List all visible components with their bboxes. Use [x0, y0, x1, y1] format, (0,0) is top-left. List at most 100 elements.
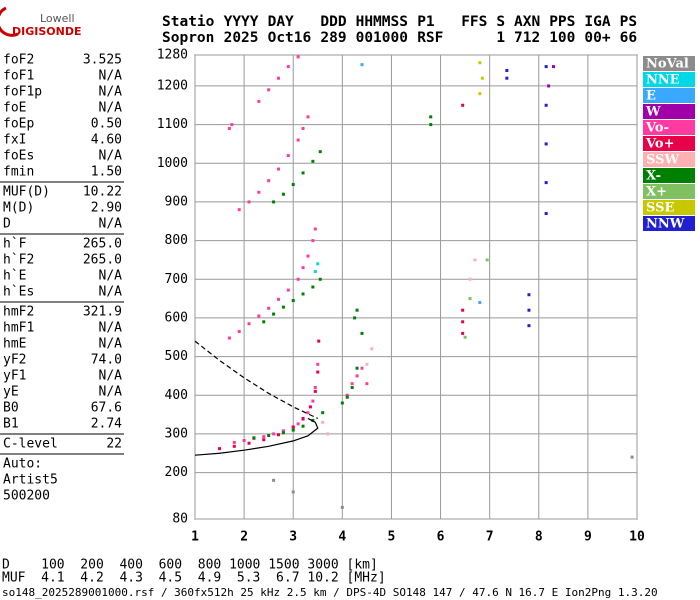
param-name: B0 — [3, 401, 19, 416]
echo-point — [257, 314, 261, 318]
param-value: N/A — [99, 69, 123, 84]
echo-point — [317, 339, 321, 343]
echo-point — [237, 208, 241, 212]
legend-swatch — [643, 72, 695, 87]
echo-point — [306, 411, 310, 415]
echo-point — [306, 115, 310, 119]
muf-cell: 200 — [80, 558, 103, 573]
header-cell: DDD — [320, 14, 346, 30]
echo-point — [301, 424, 305, 428]
legend-label: Vo+ — [645, 137, 674, 152]
y-tick-label: 1000 — [157, 156, 188, 171]
header-cell: S — [496, 14, 505, 30]
echo-point — [321, 420, 325, 424]
param-value: N/A — [99, 149, 123, 164]
header-cell: Oct16 — [268, 30, 312, 46]
echo-point — [468, 297, 472, 301]
param-name: yF1 — [3, 369, 26, 384]
echo-point — [272, 312, 276, 316]
header-cell: Sopron — [162, 30, 214, 46]
muf-cell: 600 — [159, 558, 182, 573]
param-name: foF1p — [3, 85, 42, 100]
echo-point — [262, 435, 266, 439]
param-value: N/A — [99, 101, 123, 116]
param-name: foEs — [3, 149, 34, 164]
x-tick-label: 2 — [240, 530, 248, 545]
param-name: hmF1 — [3, 321, 34, 336]
echo-point — [257, 190, 261, 194]
x-tick-label: 6 — [437, 530, 445, 545]
echo-point — [552, 65, 556, 69]
header-cell: 2025 — [224, 30, 259, 46]
param-value: N/A — [99, 85, 123, 100]
echo-point — [350, 386, 354, 390]
header-cell: 66 — [620, 30, 637, 46]
param-value: N/A — [99, 269, 123, 284]
header-cell: P1 — [417, 14, 435, 30]
param-value: 265.0 — [83, 237, 122, 252]
param-name: fmin — [3, 165, 34, 180]
muf-cell: 4.2 — [80, 571, 103, 586]
muf-cell: 4.1 — [41, 571, 64, 586]
echo-point — [478, 61, 482, 65]
y-tick-label: 400 — [165, 388, 188, 403]
x-tick-label: 8 — [535, 530, 543, 545]
legend-swatch — [643, 200, 695, 215]
x-tick-label: 9 — [584, 530, 592, 545]
echo-point — [316, 370, 320, 374]
echo-point — [272, 432, 276, 436]
param-name: h`F2 — [3, 253, 34, 268]
echo-point — [360, 63, 364, 67]
param-value: 4.60 — [91, 133, 122, 148]
param-name: yF2 — [3, 353, 26, 368]
echo-point — [301, 292, 305, 296]
param-name: foE — [3, 101, 26, 116]
header-cell: PPS — [549, 14, 575, 30]
param-name: foF2 — [3, 53, 34, 68]
param-name: 500200 — [3, 489, 50, 504]
echo-point — [321, 411, 325, 415]
logo: Lowell DIGISONDE — [0, 6, 81, 38]
y-tick-label: 800 — [165, 233, 188, 248]
echo-point — [276, 433, 280, 437]
profile-curve — [194, 417, 319, 456]
x-tick-label: 7 — [486, 530, 494, 545]
echo-point — [218, 447, 222, 451]
echo-point — [296, 55, 300, 59]
header-cell: DAY — [268, 14, 294, 30]
muf-cell: 800 — [198, 558, 221, 573]
profile-curve — [194, 340, 319, 420]
param-name: M(D) — [3, 201, 34, 216]
legend-swatch — [643, 88, 695, 103]
muf-cell: [km] — [347, 558, 378, 573]
echo-point — [291, 183, 295, 187]
muf-cell: 6.7 — [276, 571, 299, 586]
header-cell: 001000 — [356, 30, 408, 46]
param-name: h`Es — [3, 285, 34, 300]
echo-point — [311, 239, 315, 243]
echo-point — [272, 478, 276, 482]
legend-label: NoVal — [646, 57, 689, 72]
echo-point — [318, 277, 322, 281]
header-cell: Statio — [162, 14, 215, 30]
muf-cell: D — [2, 558, 10, 573]
echo-point — [461, 331, 465, 335]
echo-point — [311, 159, 315, 163]
param-value: N/A — [99, 337, 123, 352]
x-tick-label: 1 — [191, 530, 199, 545]
param-name: h`F — [3, 237, 27, 252]
legend-swatch — [643, 120, 695, 135]
echo-point — [461, 320, 465, 324]
echo-point — [291, 299, 295, 303]
legend-label: SSW — [646, 153, 679, 168]
echo-point — [429, 115, 433, 119]
echo-point — [267, 88, 271, 92]
param-value: N/A — [99, 285, 123, 300]
header-cell: RSF — [417, 30, 443, 46]
header-cell: PS — [620, 14, 637, 30]
echo-point — [281, 431, 285, 435]
echo-point — [360, 331, 364, 335]
muf-cell: 4.9 — [198, 571, 221, 586]
legend-swatch — [643, 184, 695, 199]
echo-point — [291, 425, 295, 429]
